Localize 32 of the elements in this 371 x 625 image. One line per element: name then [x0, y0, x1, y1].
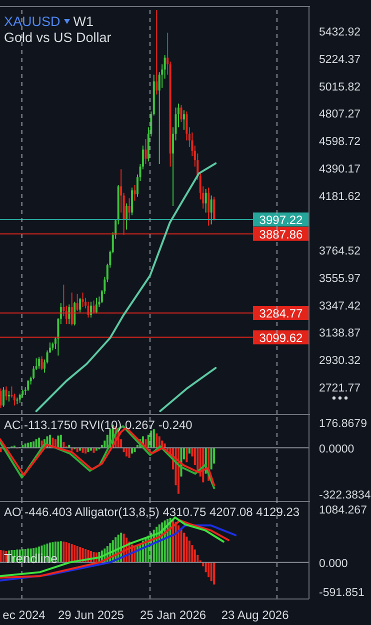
y-tick-label: 3555.97 — [319, 272, 361, 285]
x-tick-label: 25 Jan 2026 — [140, 608, 206, 622]
ref-line-label: 3887.86 — [259, 227, 304, 242]
y-tick-label: 2930.32 — [319, 354, 361, 367]
ref-line-label: 3099.62 — [259, 330, 304, 345]
y-tick-label: 1084.267 — [319, 504, 367, 516]
y-tick-label: 4598.72 — [319, 136, 361, 148]
y-tick-label: 3138.87 — [319, 328, 361, 340]
ref-line-label: 3284.77 — [259, 306, 304, 320]
chart-title: AC -113.1750 RVI(10) 0.267 -0.240 — [4, 418, 192, 432]
y-tick-label: 0.000 — [319, 558, 348, 570]
y-tick-label: 0.0000 — [319, 443, 354, 456]
y-tick-label: 2721.77 — [319, 382, 361, 394]
x-tick-label: 23 Aug 2026 — [221, 608, 290, 622]
y-tick-label: 3347.42 — [319, 300, 361, 312]
text: XAUUSD — [4, 14, 60, 29]
y-tick-label: -591.851 — [319, 587, 364, 599]
y-tick-label: 5432.92 — [319, 26, 361, 39]
text: Gold vs US Dollar — [4, 30, 112, 46]
y-tick-label: 3764.52 — [319, 246, 361, 258]
y-tick-label: 4390.17 — [319, 163, 361, 176]
y-tick-label: 4807.27 — [319, 108, 361, 121]
chart-title: AO -446.403 Alligator(13,8,5) 4310.75 4207.08 4129.23 — [4, 505, 300, 519]
y-tick-label: 4181.62 — [319, 190, 361, 203]
y-tick-label: 176.8679 — [319, 418, 367, 430]
ref-line-label: 3997.22 — [259, 212, 304, 227]
x-tick-label: 29 Jun 2025 — [58, 608, 124, 622]
annotation: W1 — [73, 14, 94, 29]
y-tick-label: 5015.82 — [319, 81, 361, 94]
y-tick-label: -322.3834 — [319, 490, 371, 502]
x-tick-label: ec 2024 — [2, 608, 46, 622]
y-tick-label: 5224.37 — [319, 54, 361, 66]
